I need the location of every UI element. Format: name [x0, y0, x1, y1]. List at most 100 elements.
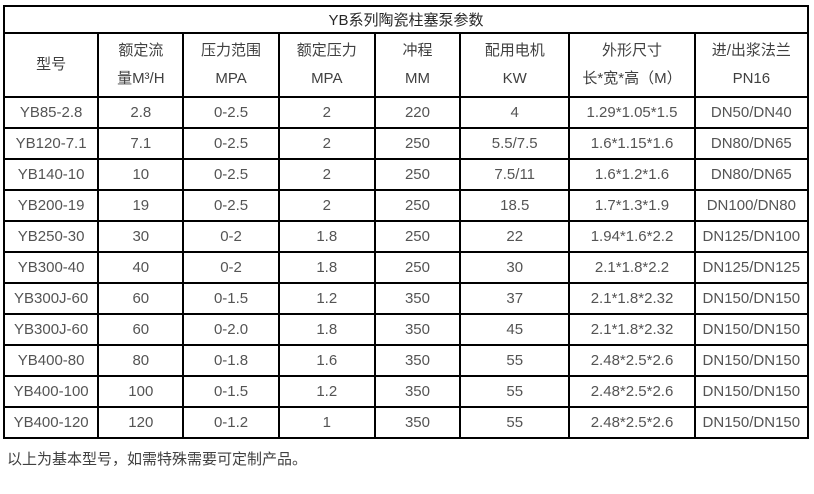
table-cell: 2	[277, 127, 376, 160]
table-cell: YB200-19	[2, 189, 100, 222]
table-cell: 45	[459, 313, 571, 346]
table-cell: YB300J-60	[2, 313, 100, 346]
table-cell: 60	[97, 282, 185, 315]
footer-note: 以上为基本型号，如需特殊需要可定制产品。	[7, 451, 308, 468]
table-cell: 1.29*1.05*1.5	[568, 96, 696, 129]
table-cell: YB400-80	[2, 344, 100, 377]
column-header-5: 配用电机 KW	[459, 32, 571, 98]
table-cell: 40	[97, 251, 185, 284]
table-cell: 2.48*2.5*2.6	[568, 344, 696, 377]
table-cell: DN150/DN150	[693, 344, 810, 377]
table-cell: DN150/DN150	[693, 406, 810, 439]
table-cell: 220	[373, 96, 462, 129]
table-cell: 0-2.5	[182, 158, 280, 191]
table-cell: 350	[373, 406, 462, 439]
table-cell: YB300J-60	[2, 282, 100, 315]
table-cell: 0-2	[182, 220, 280, 253]
table-cell: 4	[459, 96, 571, 129]
table-cell: YB140-10	[2, 158, 100, 191]
column-header-line2: MPA	[311, 70, 343, 87]
table-cell: 1.8	[277, 313, 376, 346]
table-cell: 1.8	[277, 251, 376, 284]
table-cell: 80	[97, 344, 185, 377]
column-header-line1: 冲程	[402, 42, 433, 59]
table-cell: 1.6	[277, 344, 376, 377]
column-header-7: 进/出浆法兰 PN16	[693, 32, 810, 98]
column-header-line1: 压力范围	[201, 42, 262, 59]
column-header-line1: 额定压力	[296, 42, 357, 59]
table-cell: 7.1	[97, 127, 185, 160]
table-cell: DN80/DN65	[693, 127, 810, 160]
table-cell: 0-2.5	[182, 96, 280, 129]
table-cell: YB85-2.8	[2, 96, 100, 129]
table-cell: 350	[373, 282, 462, 315]
table-cell: 18.5	[459, 189, 571, 222]
table-cell: 1	[277, 406, 376, 439]
column-header-4: 冲程 MM	[373, 32, 462, 98]
table-cell: 1.2	[277, 375, 376, 408]
table-row: YB400-120 120 0-1.2 1 350 55 2.48*2.5*2.6 DN150…	[2, 406, 810, 439]
table-title: YB系列陶瓷柱塞泵参数	[3, 5, 809, 34]
spec-table-body: YB85-2.8 2.8 0-2.5 2 220 4 1.29*1.05*1.5 DN50/D…	[2, 96, 810, 439]
table-cell: 2.1*1.8*2.2	[568, 251, 696, 284]
table-row: YB300-40 40 0-2 1.8 250 30 2.1*1.8*2.2 DN125/DN…	[2, 251, 810, 284]
table-cell: DN125/DN100	[693, 220, 810, 253]
table-row: YB250-30 30 0-2 1.8 250 22 1.94*1.6*2.2 DN125/D…	[2, 220, 810, 253]
table-cell: DN80/DN65	[693, 158, 810, 191]
table-cell: 250	[373, 127, 462, 160]
table-cell: 37	[459, 282, 571, 315]
table-cell: 0-1.5	[182, 375, 280, 408]
column-header-line1: 配用电机	[484, 42, 545, 59]
table-cell: 22	[459, 220, 571, 253]
table-cell: DN150/DN150	[693, 282, 810, 315]
table-cell: 1.6*1.2*1.6	[568, 158, 696, 191]
column-header-line2: 长*宽*高（M）	[582, 70, 682, 87]
table-cell: 2.1*1.8*2.32	[568, 282, 696, 315]
title-row: YB系列陶瓷柱塞泵参数	[3, 5, 809, 34]
table-cell: 1.6*1.15*1.6	[568, 127, 696, 160]
table-cell: YB400-100	[2, 375, 100, 408]
table-cell: 2.48*2.5*2.6	[568, 375, 696, 408]
column-header-2: 压力范围 MPA	[182, 32, 280, 98]
column-header-line1: 额定流	[118, 42, 164, 59]
table-cell: 0-2.5	[182, 189, 280, 222]
table-cell: 2	[277, 189, 376, 222]
table-cell: 100	[97, 375, 185, 408]
table-cell: 55	[459, 406, 571, 439]
table-cell: 1.2	[277, 282, 376, 315]
table-row: YB300J-60 60 0-2.0 1.8 350 45 2.1*1.8*2.32 DN15…	[2, 313, 810, 346]
table-cell: 250	[373, 158, 462, 191]
table-cell: 2.8	[97, 96, 185, 129]
table-cell: 120	[97, 406, 185, 439]
table-cell: YB250-30	[2, 220, 100, 253]
column-header-1: 额定流 量M³/H	[97, 32, 185, 98]
column-header-line2: MM	[404, 70, 430, 87]
table-cell: 2.48*2.5*2.6	[568, 406, 696, 439]
table-cell: 19	[97, 189, 185, 222]
column-header-0: 型号	[2, 32, 100, 98]
table-cell: 0-2.5	[182, 127, 280, 160]
table-cell: 5.5/7.5	[459, 127, 571, 160]
header-row: 型号 额定流 量M³/H 压力范围 MPA 额定压力 MPA 冲程 MM 配用电机 KW 外形尺寸 长*…	[2, 32, 810, 98]
table-cell: 0-2	[182, 251, 280, 284]
table-cell: YB300-40	[2, 251, 100, 284]
table-cell: 2	[277, 158, 376, 191]
table-cell: 250	[373, 220, 462, 253]
table-cell: 0-1.5	[182, 282, 280, 315]
table-cell: 1.7*1.3*1.9	[568, 189, 696, 222]
table-cell: 0-2.0	[182, 313, 280, 346]
table-cell: 55	[459, 375, 571, 408]
table-cell: 350	[373, 344, 462, 377]
column-header-line2: MPA	[215, 70, 247, 87]
table-cell: 60	[97, 313, 185, 346]
table-cell: 0-1.2	[182, 406, 280, 439]
table-cell: 10	[97, 158, 185, 191]
column-header-3: 额定压力 MPA	[277, 32, 376, 98]
table-cell: YB400-120	[2, 406, 100, 439]
table-cell: 30	[459, 251, 571, 284]
table-cell: 350	[373, 313, 462, 346]
table-row: YB120-7.1 7.1 0-2.5 2 250 5.5/7.5 1.6*1.15*1.6…	[2, 127, 810, 160]
table-cell: DN150/DN150	[693, 375, 810, 408]
table-cell: 1.94*1.6*2.2	[568, 220, 696, 253]
